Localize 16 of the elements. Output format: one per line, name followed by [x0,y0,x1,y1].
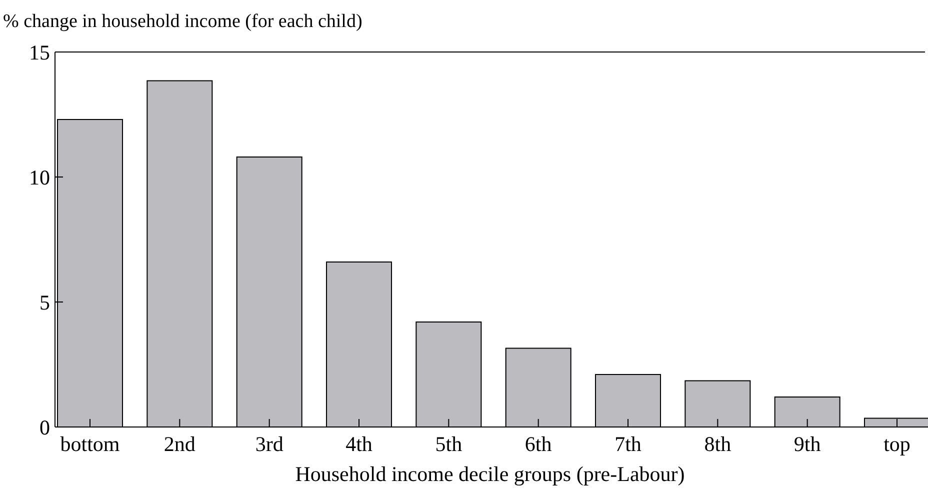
y-tick-label: 5 [40,290,50,314]
y-tick-label: 15 [29,40,50,64]
x-tick-label: 6th [524,432,552,456]
x-axis-title: Household income decile groups (pre-Labour) [295,462,685,486]
x-tick-label: 5th [435,432,463,456]
y-tick-label: 0 [40,415,50,440]
x-tick-label: 9th [794,432,822,456]
x-tick-label: 7th [614,432,642,456]
x-tick-label: bottom [60,432,120,456]
y-axis-title: % change in household income (for each child) [3,11,362,32]
y-tick-label: 10 [29,165,50,190]
x-tick-label: 8th [704,432,732,456]
x-tick-label: 4th [346,432,373,456]
x-tick-label: 3rd [255,432,284,456]
x-tick-label: top [884,432,910,456]
x-tick-label: 2nd [164,432,196,456]
